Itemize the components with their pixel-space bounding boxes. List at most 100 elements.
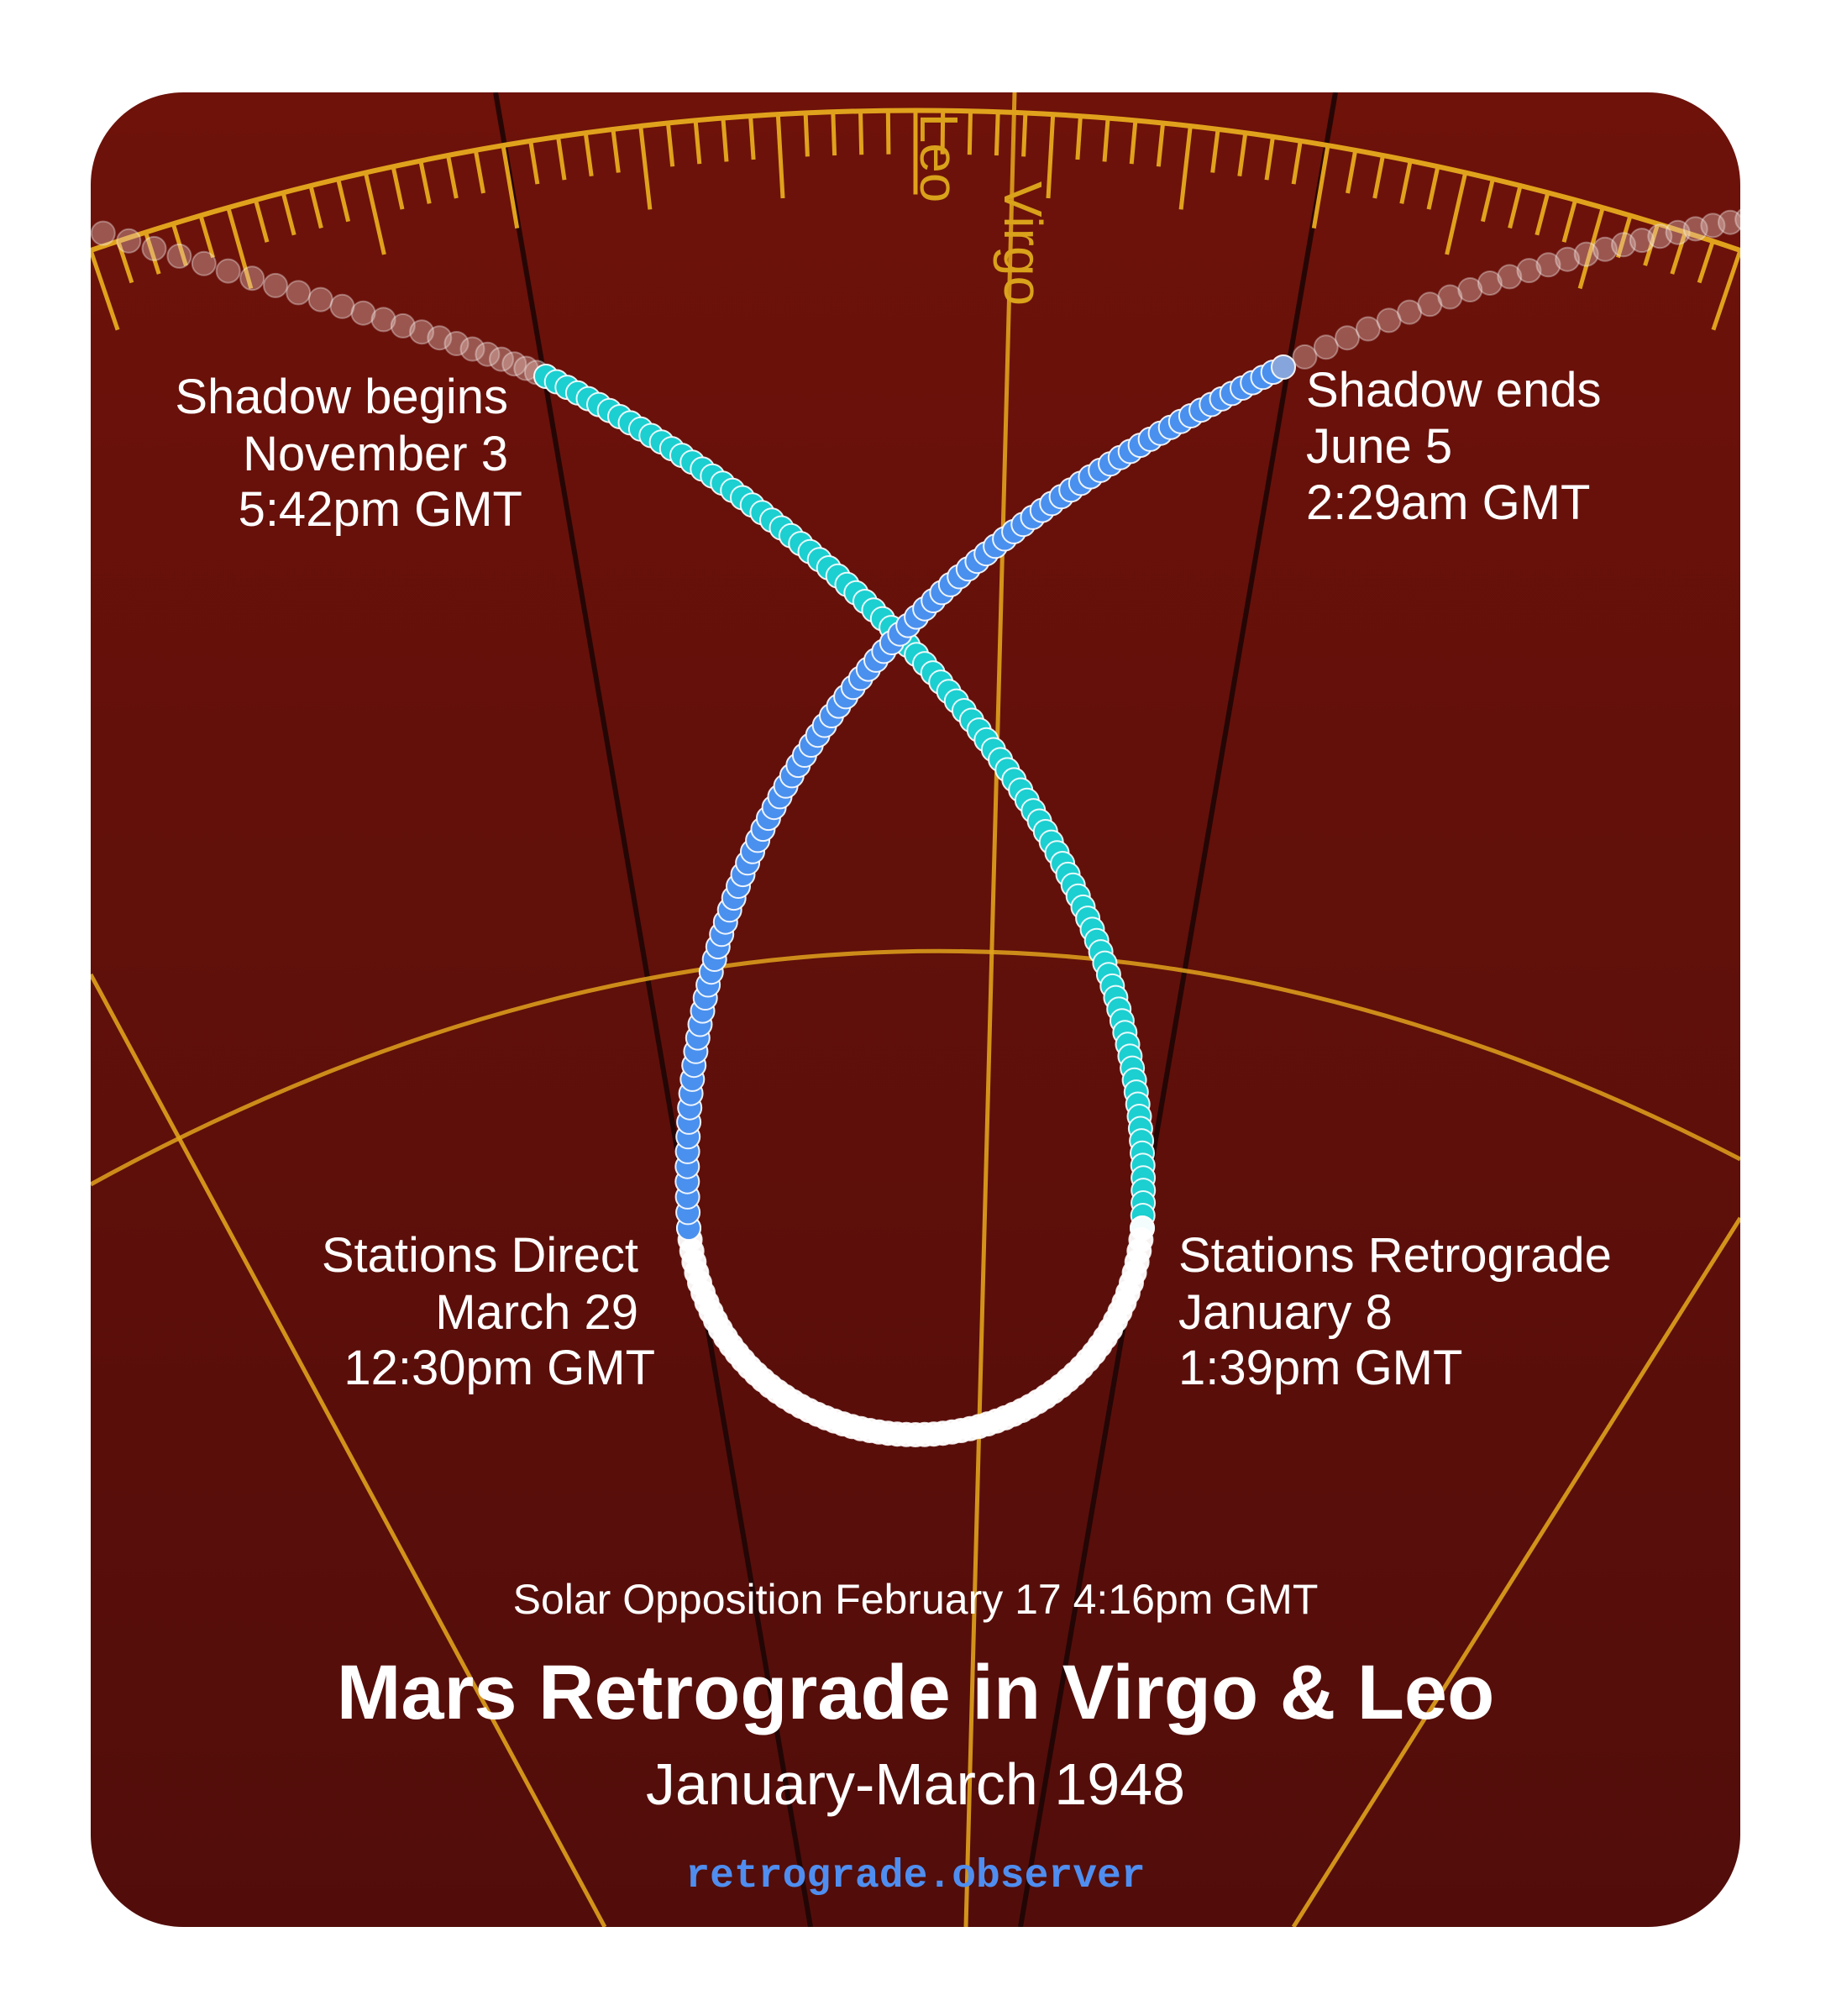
zodiac-tick (994, 112, 1000, 156)
svg-text:2:29am GMT: 2:29am GMT (1306, 475, 1590, 530)
zodiac-tick (1311, 144, 1330, 229)
zodiac-tick (1445, 171, 1468, 255)
zodiac-tick (1711, 249, 1740, 331)
dot-icon (1592, 236, 1618, 262)
zodiac-ticks (91, 110, 1740, 331)
zodiac-tick (1021, 113, 1028, 157)
dot-icon (1647, 223, 1673, 249)
zodiac-tick (583, 132, 594, 177)
svg-text:12:30pm GMT: 12:30pm GMT (344, 1341, 655, 1395)
zodiac-tick (858, 111, 864, 155)
dot-icon (1271, 354, 1296, 380)
sector-lines-gold (91, 92, 1740, 1927)
dot-icon (329, 293, 355, 319)
svg-text:March 29: March 29 (435, 1285, 638, 1340)
svg-text:1:39pm GMT: 1:39pm GMT (1178, 1341, 1462, 1395)
dot-icon (1292, 344, 1318, 370)
label-stations-direct: Stations Direct March 29 12:30pm GMT (322, 1228, 655, 1395)
zodiac-tick (665, 123, 675, 167)
zodiac-tick (1210, 129, 1220, 173)
dot-icon (475, 341, 501, 367)
zodiac-tick (226, 207, 254, 290)
zodiac-tick (473, 150, 485, 194)
zodiac-tick (363, 171, 386, 255)
dot-icon (1734, 207, 1740, 233)
dot-icon (1682, 216, 1708, 242)
background-panel (91, 92, 1740, 1927)
zodiac-tick (1102, 118, 1110, 162)
zodiac-tick (611, 129, 621, 173)
dot-icon (66, 213, 89, 237)
dot-icon (263, 272, 288, 298)
zodiac-tick (1561, 199, 1578, 243)
dot-icon (1665, 219, 1691, 245)
svg-text:5:42pm GMT: 5:42pm GMT (239, 482, 522, 537)
dot-icon (1700, 213, 1726, 239)
label-stations-retrograde: Stations Retrograde January 8 1:39pm GMT (1178, 1228, 1612, 1395)
dot-icon (1355, 316, 1381, 342)
svg-text:Stations Direct: Stations Direct (322, 1228, 638, 1283)
dot-icon (1611, 232, 1636, 258)
zodiac-tick (1616, 214, 1633, 259)
zodiac-tick (1480, 178, 1495, 223)
dot-icon (91, 220, 116, 246)
dot-icon (1718, 209, 1740, 235)
sector-lines-dark (493, 92, 1338, 1927)
zodiac-tick (803, 113, 810, 157)
label-shadow-ends: Shadow ends June 5 2:29am GMT (1306, 363, 1601, 530)
dot-icon (1573, 241, 1599, 267)
zodiac-tick (775, 113, 785, 199)
zodiac-tick (1577, 207, 1605, 290)
inner-arc (91, 948, 1740, 1187)
svg-text:Stations Retrograde: Stations Retrograde (1178, 1228, 1612, 1283)
site-link[interactable]: retrograde.observer (685, 1854, 1145, 1899)
zodiac-tick (1399, 160, 1413, 204)
dot-icon (1397, 299, 1423, 325)
zodiac-tick (1372, 155, 1385, 199)
zodiac-tick (1643, 223, 1660, 266)
zodiac-tick (1508, 185, 1523, 229)
dot-icon (370, 307, 396, 333)
planet-path (13, 198, 1792, 1447)
dot-icon (166, 243, 192, 269)
dot-icon (1437, 284, 1463, 310)
svg-text:January 8: January 8 (1178, 1285, 1393, 1340)
zodiac-tick (748, 116, 756, 160)
zodiac-tick (1264, 136, 1275, 181)
dot-icon (1457, 277, 1483, 302)
zodiac-tick (638, 125, 653, 210)
page-title: Mars Retrograde in Virgo & Leo (337, 1650, 1495, 1735)
zodiac-tick (1670, 231, 1687, 275)
sign-label-left: Leo (909, 113, 969, 203)
zodiac-tick (528, 140, 540, 185)
dot-icon (239, 265, 265, 291)
dot-icon (1271, 354, 1296, 380)
zodiac-tick (693, 120, 702, 165)
zodiac-tick (1178, 125, 1193, 210)
zodiac-tick (556, 136, 567, 181)
zodiac-tick (1426, 165, 1440, 210)
zodiac-tick (1129, 120, 1138, 165)
zodiac-tick (198, 214, 215, 259)
zodiac-tick (940, 110, 946, 155)
dot-icon (489, 346, 514, 372)
svg-text:Shadow begins: Shadow begins (175, 370, 508, 424)
dot-icon (13, 198, 37, 222)
dot-icon (459, 336, 485, 362)
svg-text:November 3: November 3 (243, 427, 508, 481)
dot-icon (215, 258, 241, 284)
sign-label-right: Virgo (993, 181, 1053, 306)
dot-icon (409, 319, 435, 345)
zodiac-tick (1291, 140, 1303, 185)
zodiac-tick (446, 155, 459, 199)
dot-icon (1497, 264, 1523, 290)
dot-icon (390, 312, 416, 339)
zodiac-tick (967, 111, 973, 155)
svg-text:June 5: June 5 (1306, 419, 1452, 474)
zodiac-tick (171, 223, 188, 266)
zodiac-tick (1046, 113, 1056, 199)
dot-icon (1769, 202, 1792, 226)
dot-icon (350, 300, 376, 326)
dot-icon (501, 351, 527, 377)
